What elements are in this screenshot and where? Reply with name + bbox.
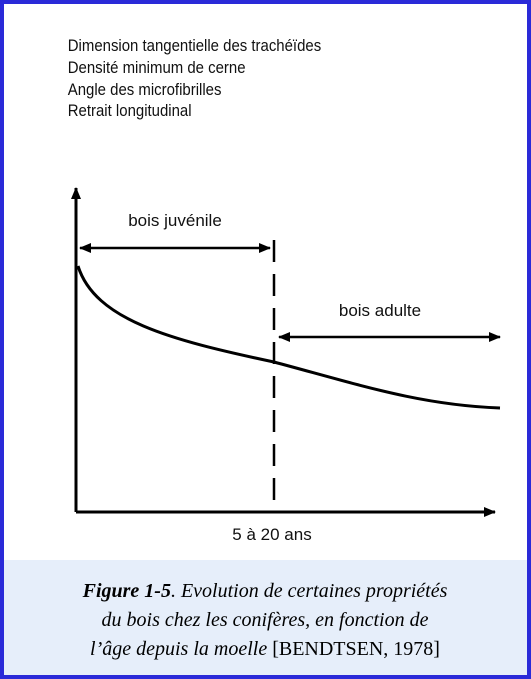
legend-item: Densité minimum de cerne xyxy=(68,59,246,77)
x-label: 5 à 20 ans xyxy=(232,525,311,544)
caption-text: l’âge depuis la moelle xyxy=(90,638,267,660)
caption-line: du bois chez les conifères, en fonction … xyxy=(102,609,429,631)
zone-label: bois juvénile xyxy=(128,211,222,230)
legend-item: Retrait longitudinal xyxy=(68,102,192,120)
legend-item: Dimension tangentielle des trachéïdes xyxy=(68,37,321,55)
reference: [BENDTSEN, 1978] xyxy=(267,638,440,660)
caption-background xyxy=(4,560,527,675)
property-curve xyxy=(76,265,501,410)
caption-text: . Evolution de certaines propriétés xyxy=(171,580,448,602)
legend: Dimension tangentielle des trachéïdes De… xyxy=(68,37,321,120)
legend-item: Angle des microfibrilles xyxy=(68,81,222,99)
figure-number: Figure 1-5 xyxy=(82,580,171,602)
caption-line: l’âge depuis la moelle [BENDTSEN, 1978] xyxy=(90,638,440,660)
zone-label: bois adulte xyxy=(339,301,421,320)
caption-line: Figure 1-5. Evolution de certaines propr… xyxy=(82,580,448,602)
